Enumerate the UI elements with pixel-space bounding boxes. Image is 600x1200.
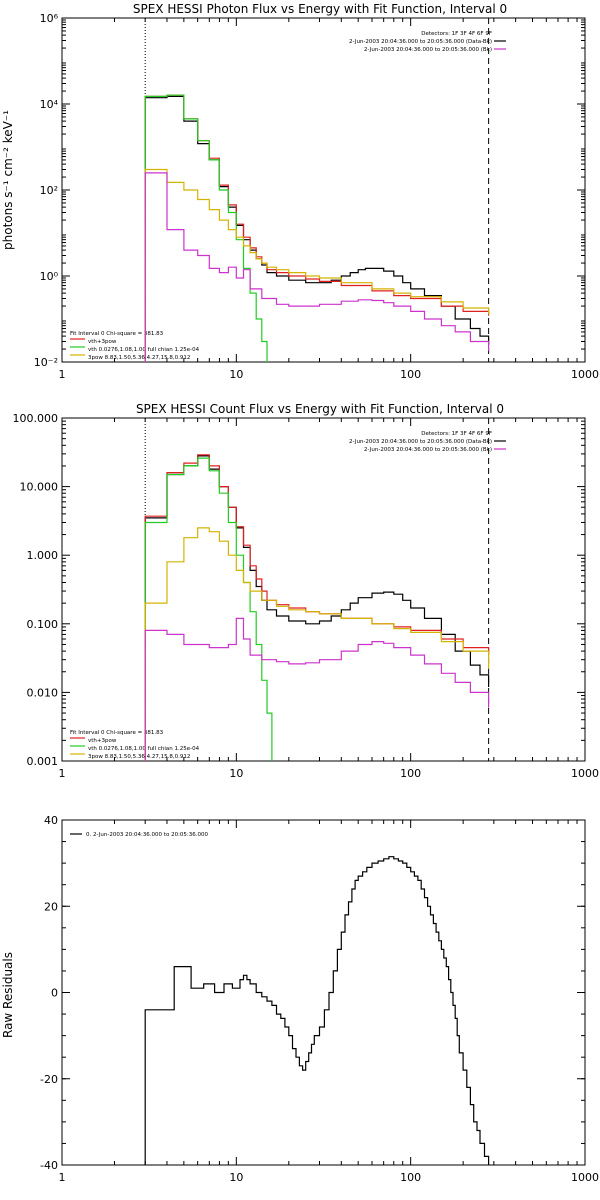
y-tick-label: 0.001 xyxy=(27,755,59,768)
series-line-2 xyxy=(144,94,268,362)
photon-flux-panel: SPEX HESSI Photon Flux vs Energy with Fi… xyxy=(1,2,599,381)
series-line-1 xyxy=(144,94,490,362)
residuals-legend-text: 0. 2-Jun-2003 20:04:36.000 to 20:05:36.0… xyxy=(86,832,209,838)
y-tick-label: 10² xyxy=(40,184,58,197)
y-tick-label: 20 xyxy=(44,900,58,913)
x-tick-label: 100 xyxy=(400,767,421,780)
x-tick-label: 10 xyxy=(229,368,243,381)
y-tick-label: 10.000 xyxy=(20,481,59,494)
residuals-panel: Raw Residuals 0. 2-Jun-2003 20:04:36.000… xyxy=(1,814,599,1184)
photon-legend-entry-bk: 2-Jun-2003 20:04:36.000 to 20:05:36.000 … xyxy=(364,47,492,53)
photon-fit-entry-3pow: 3pow 8.83,1.50,5.36,4.27,15.8,0.912 xyxy=(88,355,190,361)
x-tick-label: 1000 xyxy=(571,368,599,381)
series-line-0 xyxy=(144,455,490,761)
series-line-1 xyxy=(144,454,490,761)
photon-legend-entry-data: 2-Jun-2003 20:04:36.000 to 20:05:36.000 … xyxy=(349,39,492,45)
count-fit-entry-3pow: 3pow 8.83,1.50,5.36,4.27,15.8,0.912 xyxy=(88,754,190,760)
series-line-3 xyxy=(144,527,490,761)
series-line-3 xyxy=(144,168,490,362)
count-flux-title: SPEX HESSI Count Flux vs Energy with Fit… xyxy=(136,402,504,416)
plot-frame xyxy=(61,417,586,762)
series-line-0 xyxy=(144,95,490,362)
photon-fit-entry-vth: vth 0.0276,1.08,1.00 full chian 1.25e-04 xyxy=(88,347,200,353)
x-tick-label: 10 xyxy=(229,1171,243,1184)
x-tick-label: 1000 xyxy=(571,767,599,780)
x-tick-label: 10 xyxy=(229,767,243,780)
y-tick-label: 0.100 xyxy=(27,618,59,631)
y-tick-label: 0 xyxy=(51,987,58,1000)
count-legend-entry-bk: 2-Jun-2003 20:04:36.000 to 20:05:36.000 … xyxy=(364,447,492,453)
residuals-y-axis-label: Raw Residuals xyxy=(1,952,15,1038)
y-tick-label: 1.000 xyxy=(27,549,59,562)
photon-fit-header: Fit Interval 0 Chi-square = 381.83 xyxy=(70,331,164,337)
count-fit-entry-total: vth+3pow xyxy=(88,738,117,744)
y-tick-label: 10⁶ xyxy=(40,12,59,25)
x-tick-label: 100 xyxy=(400,1171,421,1184)
series-line-4 xyxy=(144,172,490,362)
y-tick-label: -20 xyxy=(40,1073,58,1086)
x-tick-label: 1000 xyxy=(571,1171,599,1184)
series-line-0 xyxy=(144,856,490,1165)
x-tick-label: 1 xyxy=(59,368,66,381)
count-fit-entry-vth: vth 0.0276,1.08,1.00 full chian 1.25e-04 xyxy=(88,746,200,752)
plot-frame xyxy=(61,819,586,1166)
count-fit-header: Fit Interval 0 Chi-square = 381.83 xyxy=(70,730,164,736)
x-tick-label: 1 xyxy=(59,767,66,780)
x-tick-label: 1 xyxy=(59,1171,66,1184)
x-tick-label: 100 xyxy=(400,368,421,381)
y-tick-label: 0.010 xyxy=(27,686,59,699)
photon-fit-entry-total: vth+3pow xyxy=(88,339,117,345)
y-tick-label: 10⁴ xyxy=(40,98,59,111)
plot-frame xyxy=(61,17,586,363)
y-tick-label: -40 xyxy=(40,1159,58,1172)
count-legend-header: Detectors: 1F 3F 4F 6F 9F xyxy=(421,431,492,437)
series-line-2 xyxy=(144,457,273,761)
y-tick-label: 100.000 xyxy=(13,412,59,425)
photon-legend-header: Detectors: 1F 3F 4F 6F 9F xyxy=(421,31,492,37)
count-legend-entry-data: 2-Jun-2003 20:04:36.000 to 20:05:36.000 … xyxy=(349,439,492,445)
photon-flux-y-axis-label: photons s⁻¹ cm⁻² keV⁻¹ xyxy=(1,110,15,250)
y-tick-label: 10⁰ xyxy=(40,270,59,283)
photon-flux-title: SPEX HESSI Photon Flux vs Energy with Fi… xyxy=(133,2,507,16)
y-tick-label: 10⁻² xyxy=(34,356,58,369)
count-flux-panel: SPEX HESSI Count Flux vs Energy with Fit… xyxy=(13,402,600,780)
y-tick-label: 40 xyxy=(44,814,58,827)
series-line-4 xyxy=(144,617,490,761)
